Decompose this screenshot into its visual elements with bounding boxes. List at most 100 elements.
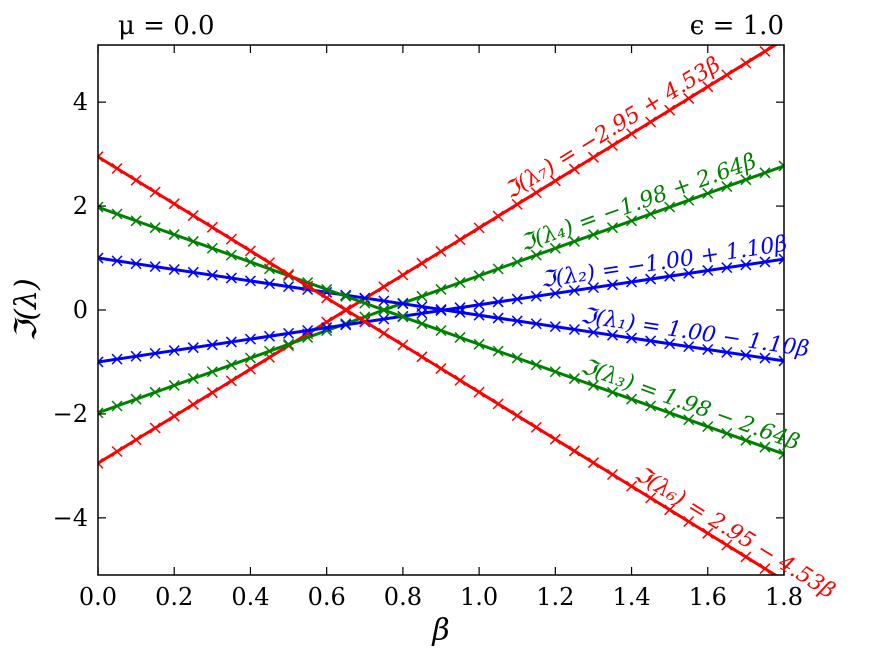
- x-tick-label: 0.2: [155, 583, 193, 611]
- data-point-marker: [530, 421, 542, 433]
- data-point-marker: [225, 375, 237, 387]
- data-point-marker: [340, 319, 352, 331]
- y-tick-label: 2: [73, 192, 88, 220]
- data-point-marker: [721, 181, 733, 193]
- data-point-marker: [568, 284, 580, 297]
- data-point-marker: [98, 151, 104, 163]
- data-point-marker: [549, 287, 561, 299]
- data-point-marker: [721, 346, 733, 358]
- data-point-marker: [435, 363, 447, 375]
- x-tick-label: 1.4: [612, 583, 650, 611]
- data-point-marker: [111, 353, 123, 365]
- data-point-marker: [606, 279, 619, 291]
- data-point-marker: [740, 349, 752, 361]
- data-point-marker: [740, 174, 752, 186]
- data-point-marker: [626, 393, 638, 405]
- data-point-marker: [244, 275, 256, 287]
- data-point-marker: [664, 504, 676, 516]
- data-point-marker: [321, 283, 333, 295]
- data-point-marker: [606, 222, 619, 234]
- data-point-marker: [225, 272, 237, 284]
- data-point-marker: [778, 160, 784, 172]
- data-point-marker: [244, 352, 256, 364]
- data-point-marker: [664, 338, 676, 350]
- data-point-marker: [549, 366, 561, 378]
- data-point-marker: [454, 331, 466, 343]
- data-point-marker: [98, 356, 104, 368]
- data-point-marker: [321, 322, 333, 334]
- data-point-marker: [702, 264, 714, 277]
- data-point-marker: [187, 342, 199, 354]
- data-point-marker: [568, 235, 580, 247]
- data-point-marker: [149, 386, 161, 398]
- data-point-marker: [721, 262, 733, 274]
- data-point-marker: [149, 347, 161, 359]
- data-point-marker: [702, 81, 714, 93]
- data-point-marker: [244, 256, 256, 268]
- data-point-marker: [530, 359, 542, 371]
- data-point-marker: [626, 332, 638, 344]
- data-point-marker: [263, 345, 276, 357]
- data-point-marker: [187, 210, 199, 222]
- data-point-marker: [626, 128, 638, 140]
- data-point-marker: [397, 311, 409, 323]
- data-point-marker: [187, 266, 199, 278]
- series-4: [98, 201, 784, 460]
- data-point-marker: [130, 393, 142, 405]
- y-axis-label: ℑ(λ): [9, 278, 44, 341]
- data-point-marker: [664, 407, 676, 419]
- data-point-marker: [645, 400, 657, 412]
- x-tick-label: 1.0: [460, 583, 498, 611]
- data-point-marker: [111, 255, 123, 267]
- data-point-marker: [111, 162, 123, 175]
- data-point-marker: [454, 374, 466, 386]
- x-axis-label: β: [431, 613, 449, 648]
- data-point-marker: [702, 421, 714, 433]
- data-point-marker: [378, 281, 390, 293]
- data-point-marker: [168, 263, 180, 276]
- data-point-marker: [397, 298, 409, 310]
- data-point-marker: [206, 339, 218, 351]
- data-point-marker: [473, 309, 485, 321]
- data-point-marker: [130, 350, 142, 362]
- data-point-marker: [263, 330, 276, 342]
- data-point-marker: [244, 333, 256, 345]
- data-point-marker: [759, 563, 771, 575]
- data-point-marker: [168, 410, 180, 422]
- data-point-marker: [378, 327, 390, 339]
- data-point-marker: [168, 344, 180, 357]
- data-point-marker: [378, 304, 390, 316]
- data-point-marker: [683, 341, 695, 353]
- data-point-marker: [98, 252, 104, 264]
- data-point-marker: [606, 386, 619, 398]
- data-point-marker: [549, 242, 561, 254]
- data-point-marker: [187, 235, 199, 247]
- data-point-marker: [587, 326, 599, 338]
- data-point-marker: [416, 351, 428, 363]
- data-point-marker: [626, 480, 638, 492]
- series-equation-label: ℑ(λ₁) = 1.00 − 1.10β: [579, 303, 811, 362]
- data-point-marker: [187, 398, 199, 410]
- data-point-marker: [606, 139, 619, 152]
- data-point-marker: [492, 296, 504, 308]
- data-point-marker: [587, 229, 599, 241]
- data-point-marker: [130, 174, 142, 186]
- data-point-marker: [302, 277, 314, 289]
- data-point-marker: [378, 313, 390, 325]
- data-point-marker: [568, 163, 580, 175]
- data-point-marker: [549, 433, 561, 445]
- data-point-marker: [168, 229, 180, 241]
- data-point-marker: [206, 242, 218, 254]
- data-point-marker: [511, 352, 523, 364]
- ticks-layer: 0.0 0.2 0.4 0.6 0.8 1.0 1.2 1.4 1.6 1.8 −4 −2 0 2 4: [53, 45, 803, 611]
- data-point-marker: [435, 283, 447, 295]
- data-point-marker: [702, 187, 714, 199]
- x-tick-label: 0.6: [308, 583, 346, 611]
- data-point-marker: [778, 253, 784, 265]
- data-point-marker: [473, 270, 485, 282]
- data-point-marker: [759, 45, 771, 57]
- data-point-marker: [98, 407, 104, 419]
- data-point-marker: [530, 249, 542, 261]
